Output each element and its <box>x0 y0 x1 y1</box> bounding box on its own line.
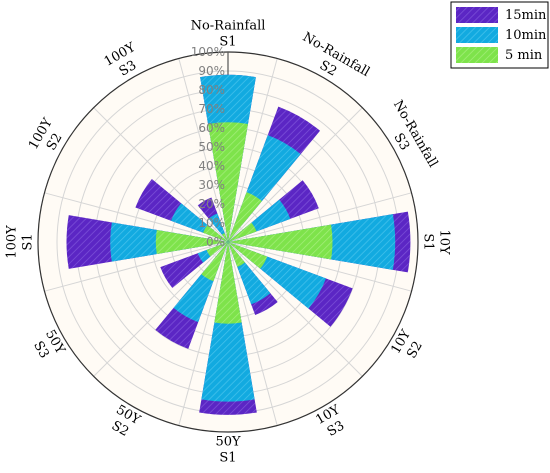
category-label: 10Y <box>437 229 452 255</box>
category-label: S3 <box>30 339 52 361</box>
bars <box>66 74 411 415</box>
bar-5min <box>201 242 228 282</box>
grid-spoke <box>227 107 363 243</box>
legend-swatch <box>456 47 498 63</box>
bar-5min <box>228 222 257 242</box>
radial-tick-label: 20% <box>198 197 225 211</box>
category-label: S3 <box>325 418 347 440</box>
category-label: S2 <box>109 418 131 440</box>
radial-tick-label: 40% <box>198 159 225 173</box>
grid-spoke <box>178 58 229 243</box>
legend-label: 5 min <box>505 48 543 63</box>
radial-tick-label: 60% <box>198 121 225 135</box>
grid-spoke <box>227 192 412 243</box>
legend-swatch <box>456 7 498 23</box>
legend-label: 10min <box>505 28 547 43</box>
bar-5min <box>203 225 228 242</box>
category-label: S3 <box>117 58 139 80</box>
bar-5min <box>208 122 248 242</box>
grid-spoke <box>178 241 229 426</box>
bar-5min <box>155 229 228 255</box>
radial-tick-label: 0% <box>206 235 225 249</box>
bar-5min <box>228 242 268 269</box>
radial-tick-labels: 0% 10% 20% 30% 40% 50% 60% 70% 80% 90% 100% <box>191 45 225 249</box>
legend-swatch <box>456 27 498 43</box>
legend: 15min 10min 5 min <box>450 1 549 69</box>
radial-tick-label: 90% <box>198 64 225 78</box>
bar-5min <box>228 242 245 267</box>
category-label: S1 <box>421 233 436 250</box>
bar-5min <box>221 233 228 242</box>
bar-5min <box>214 242 242 324</box>
grid-spoke <box>93 241 229 377</box>
category-label: S2 <box>44 131 66 153</box>
grid-spoke <box>227 241 363 377</box>
bar-5min <box>228 192 262 242</box>
category-label: 100Y <box>5 225 20 259</box>
category-label: S1 <box>21 233 36 250</box>
radial-tick-label: 10% <box>198 216 225 230</box>
category-label: 50Y <box>215 435 241 450</box>
grid-spoke <box>227 58 278 243</box>
category-label: S1 <box>219 451 236 466</box>
category-label: S3 <box>390 131 412 153</box>
legend-label: 15min <box>505 8 547 23</box>
radial-tick-label: 70% <box>198 102 225 116</box>
radial-tick-label: 100% <box>191 45 225 59</box>
radial-tick-label: 30% <box>198 178 225 192</box>
grid-spoke <box>44 241 229 292</box>
bar-5min <box>228 224 333 260</box>
category-label: S1 <box>219 35 236 50</box>
grid-spoke <box>227 241 412 292</box>
grid-spoke <box>93 107 229 243</box>
radial-tick-label: 50% <box>198 140 225 154</box>
category-label: No-Rainfall <box>191 19 266 34</box>
category-label: S2 <box>404 339 426 361</box>
grid-spoke <box>227 241 278 426</box>
category-label: S2 <box>317 58 339 80</box>
radial-tick-label: 80% <box>198 83 225 97</box>
grid-spoke <box>44 192 229 243</box>
bar-5min <box>206 242 228 257</box>
